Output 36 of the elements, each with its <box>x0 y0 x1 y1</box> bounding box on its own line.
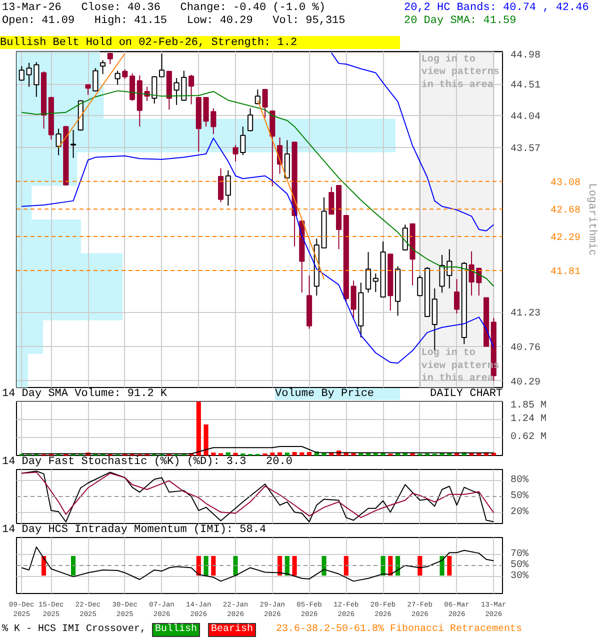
y-tick-label: 44.51 <box>510 80 541 92</box>
y-tick-label: 1.85 M <box>510 400 547 412</box>
ref-line-label: 42.29 <box>550 233 581 244</box>
chart-title: 13-Mar-26 Close: 40.36 Change: -0.40 (-1.0 %) <box>2 1 326 15</box>
text: DAILY CHART <box>430 388 503 400</box>
y-tick-label: 50% <box>510 491 529 502</box>
y-tick-label: 40.76 <box>510 342 541 354</box>
text: 20 Day SMA: 41.59 <box>404 14 516 29</box>
y-tick-label: 70% <box>510 548 529 560</box>
y-tick-label: 0.62 M <box>510 432 547 443</box>
y-tick-label: 50% <box>510 560 529 571</box>
annotation: Log in to view patterns in this area <box>421 54 500 91</box>
text: 23.6-38.2-50-61.8% Fibonacci Retracements <box>276 624 522 636</box>
y-tick-label: 80% <box>510 474 529 486</box>
text: Bearish <box>208 623 256 637</box>
y-tick-label: 41.23 <box>510 308 541 320</box>
y-tick-label: 1.24 M <box>510 414 547 425</box>
y-tick-label: 20% <box>510 507 529 518</box>
legend-title: % K - HCS IMI Crossover, <box>2 624 146 636</box>
chart-title: 14 Day Fast Stochastic (%K) (%D): 3.3 20.0 <box>2 456 292 468</box>
y-tick-label: 44.98 <box>510 50 541 62</box>
text: Volume By Price <box>275 388 400 400</box>
chart-title: 14 Day SMA Volume: 91.2 K <box>2 388 168 400</box>
text: 20,2 HC Bands: 40.74 , 42.46 <box>404 1 589 16</box>
ref-line-label: 43.08 <box>550 178 581 189</box>
y-tick-label: 30% <box>510 571 529 582</box>
y-axis-title: Logarithmic <box>586 183 598 256</box>
text: Bullish <box>152 623 200 637</box>
chart-title: 14 Day HCS Intraday Momentum (IMI): 58.4 <box>2 524 266 536</box>
y-tick-label: 40.29 <box>510 377 541 388</box>
y-tick-label: 43.57 <box>510 144 541 156</box>
text: Bullish Belt Hold on 02-Feb-26, Strength: 1.2 <box>0 36 400 49</box>
y-tick-label: 44.04 <box>510 112 541 124</box>
ref-line-label: 42.68 <box>550 206 581 217</box>
ref-line-label: 41.81 <box>550 267 581 278</box>
chart-subtitle: Open: 41.09 High: 41.15 Low: 40.29 Vol: 95,315 <box>2 14 346 29</box>
